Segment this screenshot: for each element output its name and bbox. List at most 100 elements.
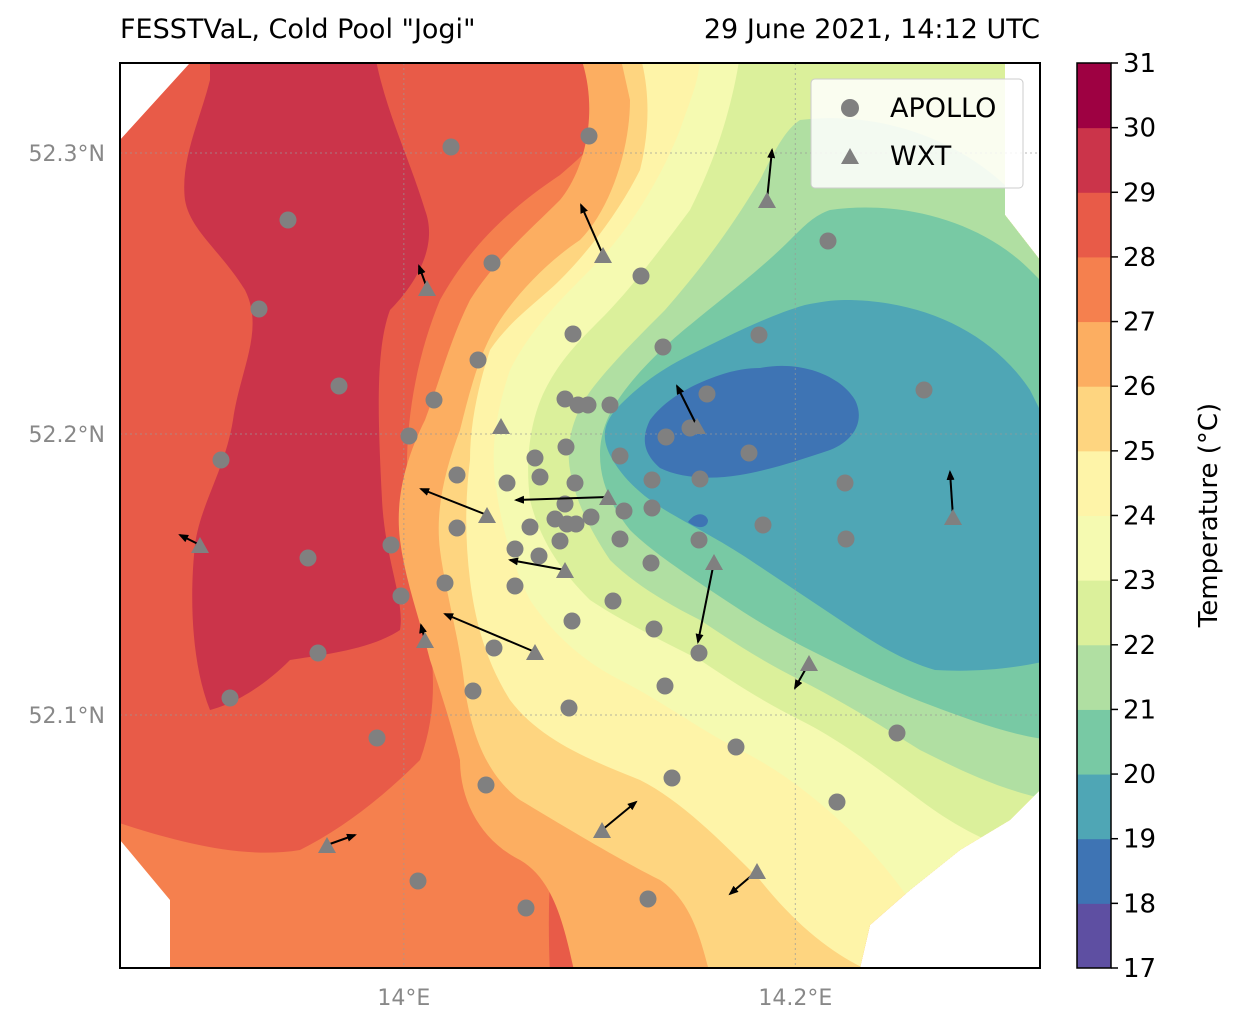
apollo-station-6 [250,300,268,318]
apollo-station-48 [551,532,569,550]
apollo-station-72 [828,793,846,811]
colorbar-label: Temperature (°C) [1194,403,1224,628]
map-timestamp: 29 June 2021, 14:12 UTC [703,14,1040,45]
wxt-station-11 [944,509,962,525]
apollo-station-74 [517,899,535,917]
legend-box [810,78,1024,189]
colorbar-tick-label-26: 26 [1123,372,1156,402]
wxt-station-8 [191,537,209,553]
lat-tick-label-2: 52.3°N [29,142,105,167]
lat-tick-label-0: 52.1°N [29,704,105,729]
temperature-contours [120,63,1040,968]
wxt-station-13 [526,644,544,660]
apollo-station-10 [750,326,768,344]
apollo-station-31 [611,447,629,465]
apollo-station-73 [409,872,427,890]
lon-tick-label-0: 14°E [377,986,430,1011]
apollo-station-33 [691,470,709,488]
wxt-station-5 [688,418,706,434]
apollo-station-36 [521,518,539,536]
apollo-station-38 [556,495,574,513]
apollo-station-61 [485,639,503,657]
apollo-station-24 [740,444,758,462]
colorbar-band-20 [1077,709,1111,775]
band-18-19-small [688,514,708,528]
wxt-station-17 [748,863,766,879]
apollo-station-43 [643,499,661,517]
apollo-station-63 [656,677,674,695]
colorbar-tick-label-20: 20 [1123,760,1156,790]
colorbar-tick-label-22: 22 [1123,631,1156,661]
apollo-station-3 [279,211,297,229]
wind-arrow-7 [514,495,609,504]
apollo-station-64 [464,682,482,700]
apollo-station-60 [309,644,327,662]
apollo-station-70 [477,776,495,794]
apollo-station-22 [657,428,675,446]
colorbar-tick-label-25: 25 [1123,437,1156,467]
colorbar-tick-label-17: 17 [1123,954,1156,984]
band-18-19 [644,365,859,478]
apollo-station-58 [563,612,581,630]
colorbar-band-27 [1077,256,1111,323]
lat-tick-label-1: 52.2°N [29,423,105,448]
apollo-station-18 [698,385,716,403]
wxt-station-3 [418,280,436,296]
colorbar-band-28 [1077,192,1111,258]
apollo-station-62 [690,644,708,662]
apollo-station-1 [442,138,460,156]
wxt-station-2 [594,247,612,263]
apollo-station-27 [498,474,516,492]
apollo-station-65 [221,689,239,707]
apollo-station-69 [888,724,906,742]
colorbar-tick-label-23: 23 [1123,566,1156,596]
apollo-station-66 [560,699,578,717]
colorbar: 17 18 19 20 21 22 23 24 25 26 27 28 29 30 31 [1076,49,1156,984]
colorbar-band-23 [1077,515,1111,581]
wxt-station-16 [593,822,611,838]
apollo-station-17 [601,396,619,414]
apollo-station-8 [469,351,487,369]
wxt-station-15 [318,837,336,853]
apollo-station-12 [330,377,348,395]
apollo-station-30 [566,474,584,492]
wind-arrow-2 [580,203,604,256]
wind-arrow-16 [601,800,638,831]
wind-arrow-10 [695,561,715,644]
apollo-station-14 [556,390,574,408]
colorbar-tick-label-18: 18 [1123,889,1156,919]
apollo-station-71 [663,769,681,787]
colorbar-tick-label-28: 28 [1123,243,1156,273]
wxt-station-12 [416,632,434,648]
apollo-station-40 [567,515,585,533]
wind-arrow-9 [508,557,566,571]
legend-apollo-label: APOLLO [890,93,996,124]
colorbar-tick-label-27: 27 [1123,308,1156,338]
colorbar-band-29 [1077,127,1111,193]
legend-wxt-marker [841,148,859,164]
colorbar-band-21 [1077,644,1111,710]
wind-arrow-6 [419,488,488,516]
colorbar-band-25 [1077,386,1111,452]
apollo-station-51 [837,530,855,548]
apollo-station-68 [727,738,745,756]
colorbar-band-22 [1077,580,1111,646]
colorbar-band-18 [1077,838,1111,904]
stations-layer [178,127,962,917]
apollo-station-55 [604,592,622,610]
colorbar-tick-label-30: 30 [1123,114,1156,144]
apollo-station-53 [436,574,454,592]
wxt-station-10 [705,554,723,570]
apollo-station-46 [506,540,524,558]
wxt-station-9 [556,562,574,578]
colorbar-tick-label-24: 24 [1123,502,1156,532]
colorbar-band-19 [1077,774,1111,840]
apollo-station-75 [639,890,657,908]
apollo-station-5 [632,267,650,285]
wind-arrow-1 [766,148,776,201]
legend: APOLLO WXT [810,78,1024,189]
apollo-station-47 [530,547,548,565]
apollo-station-13 [425,391,443,409]
